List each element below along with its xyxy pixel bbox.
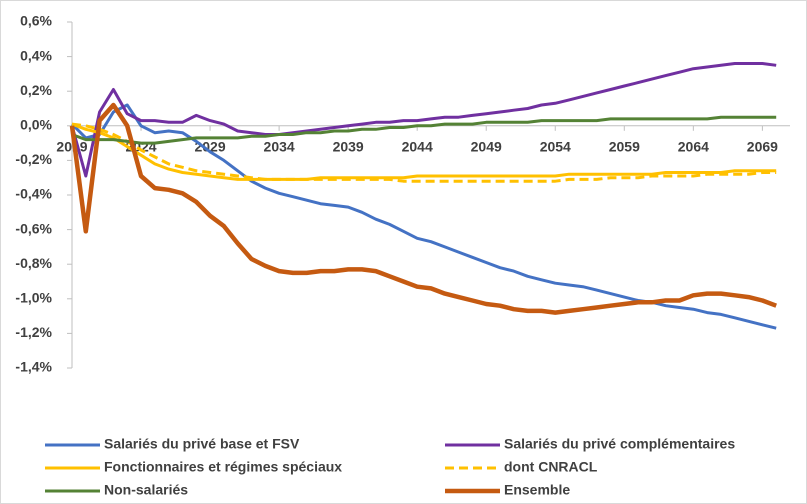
legend-label: Ensemble (504, 482, 570, 498)
x-tick-label: 2039 (333, 139, 364, 155)
legend-label: Salariés du privé base et FSV (104, 436, 300, 452)
y-tick-label: -0,6% (15, 220, 52, 236)
y-tick-label: 0,4% (20, 47, 52, 63)
y-tick-label: -0,2% (15, 151, 52, 167)
y-tick-label: 0,0% (20, 117, 52, 133)
series-line (71, 122, 777, 181)
y-tick-label: -1,4% (15, 359, 52, 375)
x-tick-label: 2069 (747, 139, 778, 155)
y-tick-label: -1,2% (15, 324, 52, 340)
legend-label: dont CNRACL (504, 459, 598, 475)
series-line (70, 103, 777, 330)
y-tick-label: -1,0% (15, 290, 52, 306)
x-tick-label: 2029 (194, 139, 225, 155)
y-tick-label: 0,6% (20, 13, 52, 29)
y-tick-label: 0,2% (20, 82, 52, 98)
series-line (71, 122, 777, 183)
y-tick-label: -0,8% (15, 255, 52, 271)
x-tick-label: 2059 (609, 139, 640, 155)
x-tick-label: 2044 (402, 139, 433, 155)
series-line (69, 102, 777, 315)
x-tick-label: 2034 (264, 139, 295, 155)
legend-label: Fonctionnaires et régimes spéciaux (104, 459, 342, 475)
x-tick-label: 2049 (471, 139, 502, 155)
legend-label: Salariés du privé complémentaires (504, 436, 735, 452)
x-tick-label: 2064 (678, 139, 709, 155)
series-line (70, 62, 777, 178)
series-line (71, 115, 777, 145)
legend-label: Non-salariés (104, 482, 188, 498)
x-tick-label: 2054 (540, 139, 571, 155)
y-tick-label: -0,4% (15, 186, 52, 202)
